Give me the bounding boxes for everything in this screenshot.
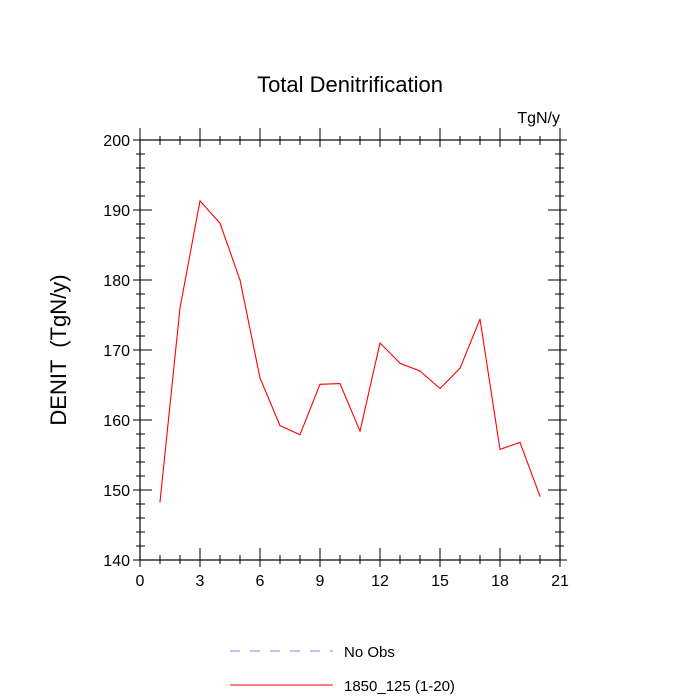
- x-tick-label: 6: [256, 573, 265, 590]
- legend-label: No Obs: [344, 644, 395, 661]
- data-point: [459, 367, 461, 369]
- data-point: [299, 434, 301, 436]
- data-point: [439, 387, 441, 390]
- units-label: TgN/y: [517, 110, 560, 127]
- data-point: [539, 495, 541, 497]
- data-point: [399, 362, 401, 364]
- legend: No Obs 1850_125 (1-20): [230, 644, 455, 695]
- data-point: [319, 383, 321, 385]
- y-tick-label: 180: [103, 273, 130, 290]
- x-tick-label: 9: [316, 573, 325, 590]
- x-tick-label: 0: [136, 573, 145, 590]
- x-tick-label: 21: [551, 573, 569, 590]
- legend-label: 1850_125 (1-20): [344, 678, 455, 695]
- data-point: [219, 222, 221, 224]
- y-tick-label: 190: [103, 203, 130, 220]
- y-tick-label: 140: [103, 553, 130, 570]
- data-point: [279, 425, 281, 427]
- data-point: [339, 383, 341, 385]
- y-tick-label: 170: [103, 343, 130, 360]
- series-layer: [159, 200, 541, 503]
- x-tick-label: 15: [431, 573, 449, 590]
- y-axis-label: DENIT (TgN/y): [46, 274, 71, 425]
- chart-title: Total Denitrification: [257, 72, 443, 97]
- x-tick-label: 18: [491, 573, 509, 590]
- data-point: [199, 200, 201, 202]
- data-point: [499, 448, 501, 450]
- data-point: [359, 430, 361, 432]
- data-point: [159, 501, 161, 503]
- y-tick-label: 200: [103, 133, 130, 150]
- x-tick-label: 3: [196, 573, 205, 590]
- x-tick-label: 12: [371, 573, 389, 590]
- y-tick-label: 150: [103, 483, 130, 500]
- tick-labels: 0 3 6 9 12 15 18 21 140 150 160 170 180 190 200: [103, 133, 569, 590]
- data-point: [419, 370, 421, 372]
- data-point: [179, 307, 181, 309]
- tick-marks: [133, 128, 567, 567]
- series-line: [159, 200, 541, 502]
- data-point: [239, 279, 241, 281]
- data-point: [479, 318, 481, 320]
- data-point: [259, 377, 261, 379]
- plot-frame: [139, 139, 561, 561]
- data-point: [519, 441, 521, 443]
- data-point: [379, 342, 381, 344]
- y-tick-label: 160: [103, 413, 130, 430]
